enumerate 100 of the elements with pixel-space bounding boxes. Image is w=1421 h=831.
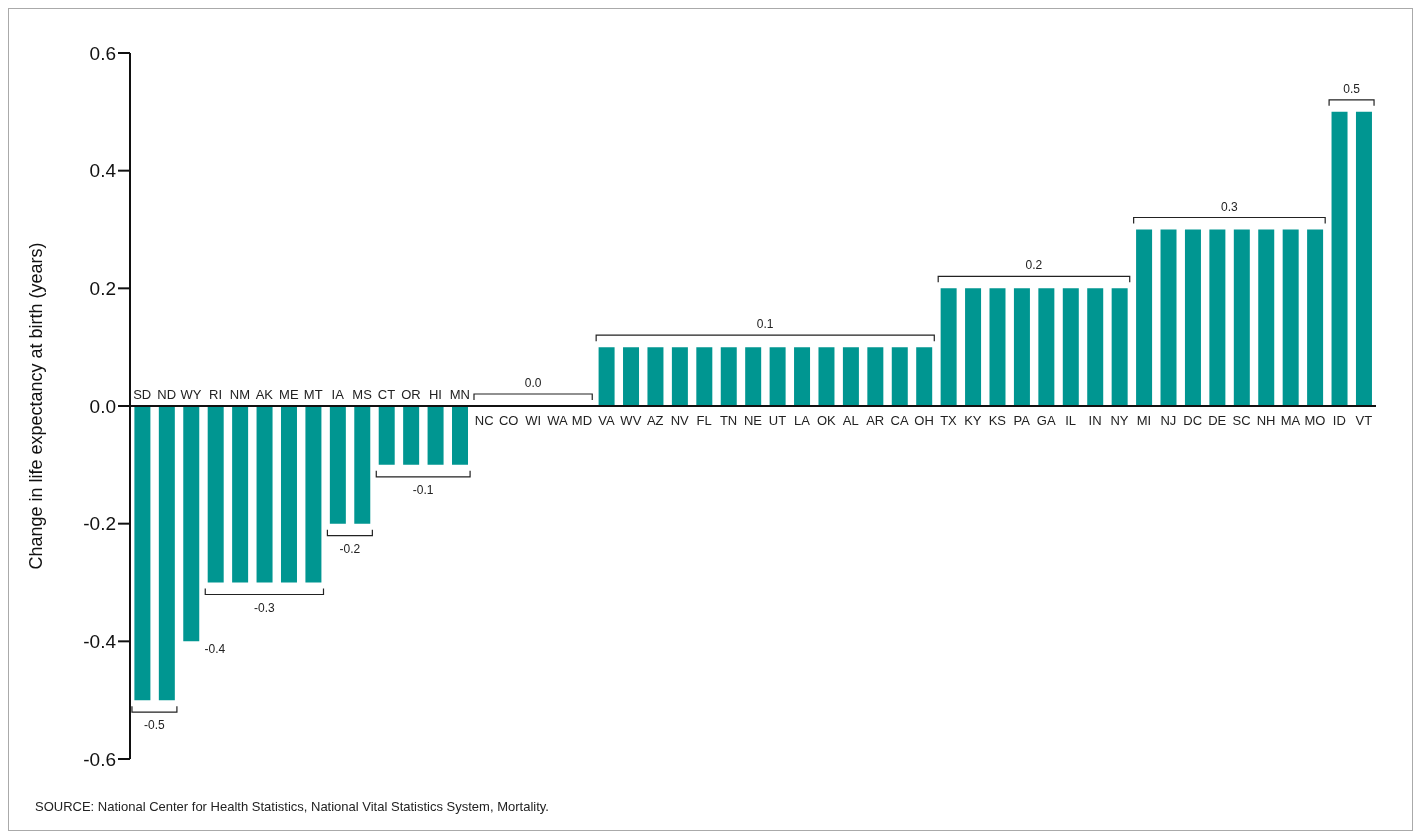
x-tick-label: HI xyxy=(428,387,442,402)
bar xyxy=(647,347,664,406)
bar xyxy=(818,347,835,406)
bar xyxy=(1233,229,1250,406)
x-tick-label: AL xyxy=(842,413,859,428)
x-tick-label: NV xyxy=(670,413,690,428)
y-tick-label: 0.0 xyxy=(89,395,116,417)
x-tick-label: AZ xyxy=(646,413,664,428)
bar xyxy=(623,347,640,406)
y-tick-label: 0.6 xyxy=(89,42,116,64)
x-tick-label: IN xyxy=(1088,413,1102,428)
bar xyxy=(867,347,884,406)
x-tick-label: UT xyxy=(768,413,787,428)
bar xyxy=(232,406,249,583)
x-tick-label: NH xyxy=(1256,413,1276,428)
x-tick-label: MO xyxy=(1304,413,1326,428)
bar xyxy=(354,406,371,524)
bar xyxy=(1282,229,1299,406)
x-tick-label: ME xyxy=(279,387,299,402)
x-tick-label: NE xyxy=(743,413,763,428)
bar xyxy=(842,347,859,406)
x-tick-label: WI xyxy=(525,413,542,428)
x-tick-label: DC xyxy=(1183,413,1203,428)
bar xyxy=(598,347,615,406)
annotation: -0.2 xyxy=(339,541,361,556)
x-tick-label: VA xyxy=(598,413,615,428)
x-tick-label: FL xyxy=(696,413,712,428)
x-tick-label: VT xyxy=(1355,413,1373,428)
x-tick-label: IL xyxy=(1065,413,1077,428)
annotation: -0.4 xyxy=(204,642,226,657)
bar xyxy=(671,347,688,406)
bar xyxy=(1258,229,1275,406)
bar xyxy=(280,406,297,583)
annotation: 0.5 xyxy=(1343,81,1361,96)
bar xyxy=(1307,229,1324,406)
x-tick-label: GA xyxy=(1036,413,1056,428)
y-tick-label: 0.2 xyxy=(89,278,116,300)
bar xyxy=(452,406,469,465)
y-tick-label: -0.4 xyxy=(83,631,117,653)
bar xyxy=(305,406,322,583)
x-tick-label: LA xyxy=(793,413,811,428)
bar xyxy=(1087,288,1104,406)
x-tick-label: OR xyxy=(401,387,421,402)
x-tick-label: AK xyxy=(255,387,274,402)
x-tick-label: CO xyxy=(498,413,519,428)
x-tick-label: CA xyxy=(890,413,909,428)
bar xyxy=(891,347,908,406)
bar xyxy=(1160,229,1177,406)
bar xyxy=(965,288,982,406)
y-axis-title: Change in life expectancy at birth (years) xyxy=(26,242,47,570)
x-tick-label: NC xyxy=(474,413,494,428)
annotation: -0.5 xyxy=(144,718,166,733)
x-tick-label: MS xyxy=(352,387,373,402)
x-tick-label: AR xyxy=(866,413,885,428)
x-tick-label: OK xyxy=(816,413,837,428)
bar xyxy=(403,406,420,465)
bar xyxy=(720,347,737,406)
bar xyxy=(1038,288,1055,406)
annotation: -0.3 xyxy=(254,600,276,615)
bar xyxy=(1111,288,1128,406)
x-tick-label: TN xyxy=(719,413,738,428)
x-tick-label: MT xyxy=(303,387,323,402)
y-tick-label: 0.4 xyxy=(89,160,117,182)
annotation: -0.1 xyxy=(412,482,434,497)
bar xyxy=(940,288,957,406)
x-tick-label: WY xyxy=(180,387,202,402)
x-tick-label: WA xyxy=(547,413,569,428)
annotation: 0.3 xyxy=(1221,199,1239,214)
bar xyxy=(696,347,713,406)
bar xyxy=(794,347,811,406)
bar xyxy=(1209,229,1226,406)
bar xyxy=(745,347,762,406)
x-tick-label: KS xyxy=(988,413,1007,428)
bar xyxy=(207,406,224,583)
x-tick-label: MA xyxy=(1280,413,1301,428)
bar xyxy=(1355,111,1372,406)
x-tick-label: MI xyxy=(1136,413,1152,428)
x-tick-label: OH xyxy=(914,413,934,428)
bar xyxy=(427,406,444,465)
x-tick-label: KY xyxy=(964,413,982,428)
bar xyxy=(256,406,273,583)
x-tick-label: WV xyxy=(620,413,642,428)
y-tick-label: -0.2 xyxy=(83,513,116,535)
bar xyxy=(1184,229,1201,406)
x-tick-label: ID xyxy=(1332,413,1346,428)
annotation: 0.1 xyxy=(756,317,774,332)
bar xyxy=(1062,288,1079,406)
y-tick-label: -0.6 xyxy=(83,748,116,770)
annotation: 0.2 xyxy=(1025,258,1043,273)
x-tick-label: DE xyxy=(1208,413,1227,428)
x-tick-label: CT xyxy=(377,387,396,402)
bar xyxy=(329,406,346,524)
bar xyxy=(1136,229,1153,406)
x-tick-label: ND xyxy=(157,387,177,402)
x-tick-label: IA xyxy=(331,387,345,402)
bar xyxy=(134,406,151,701)
x-tick-label: SD xyxy=(133,387,152,402)
x-tick-label: MN xyxy=(449,387,470,402)
bar xyxy=(378,406,395,465)
bar xyxy=(769,347,786,406)
